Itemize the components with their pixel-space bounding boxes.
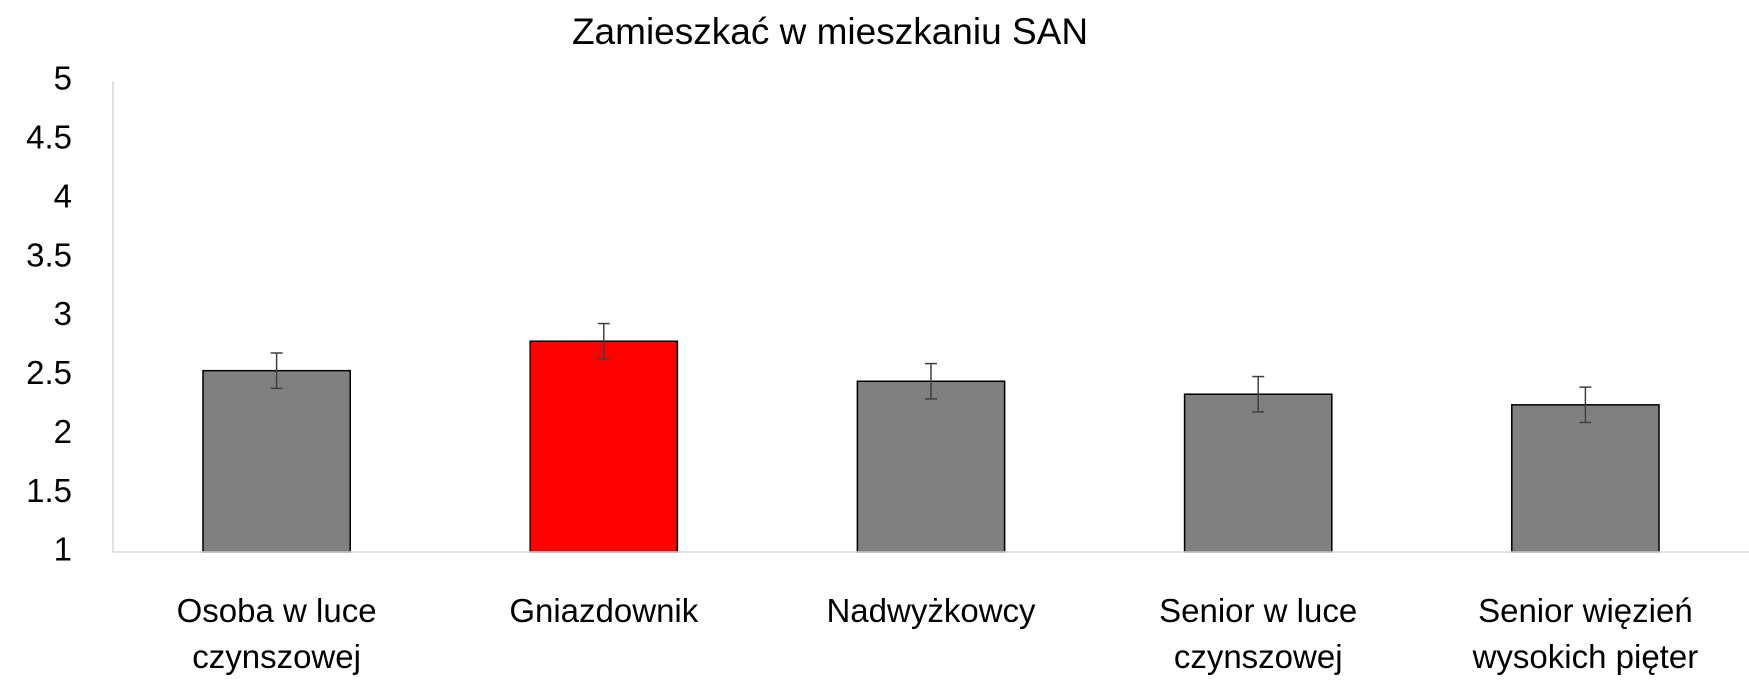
y-tick-label: 4.5 <box>26 119 72 156</box>
y-tick-label: 3 <box>54 295 72 332</box>
bar <box>856 380 1006 553</box>
chart-title: Zamieszkać w mieszkaniu SAN <box>572 11 1088 52</box>
y-tick-label: 3.5 <box>26 236 72 273</box>
y-tick-label: 1 <box>54 531 72 568</box>
y-tick-label: 2.5 <box>26 354 72 391</box>
x-tick-label: Senior więzień wysokich pięter <box>1472 592 1699 675</box>
bar <box>202 369 351 553</box>
y-tick-label: 4 <box>54 177 72 214</box>
x-tick-label: Nadwyżkowcy <box>826 592 1036 629</box>
y-tick-label: 2 <box>54 413 72 450</box>
bar <box>1511 404 1660 553</box>
y-tick-label: 1.5 <box>26 472 72 509</box>
bar <box>1183 393 1333 553</box>
bar <box>529 340 679 553</box>
x-tick-label: Gniazdownik <box>509 592 699 629</box>
x-tick-label: Senior w luce czynszowej <box>1159 592 1358 675</box>
y-tick-label: 5 <box>54 60 72 97</box>
x-tick-label: Osoba w luce czynszowej <box>176 592 377 675</box>
